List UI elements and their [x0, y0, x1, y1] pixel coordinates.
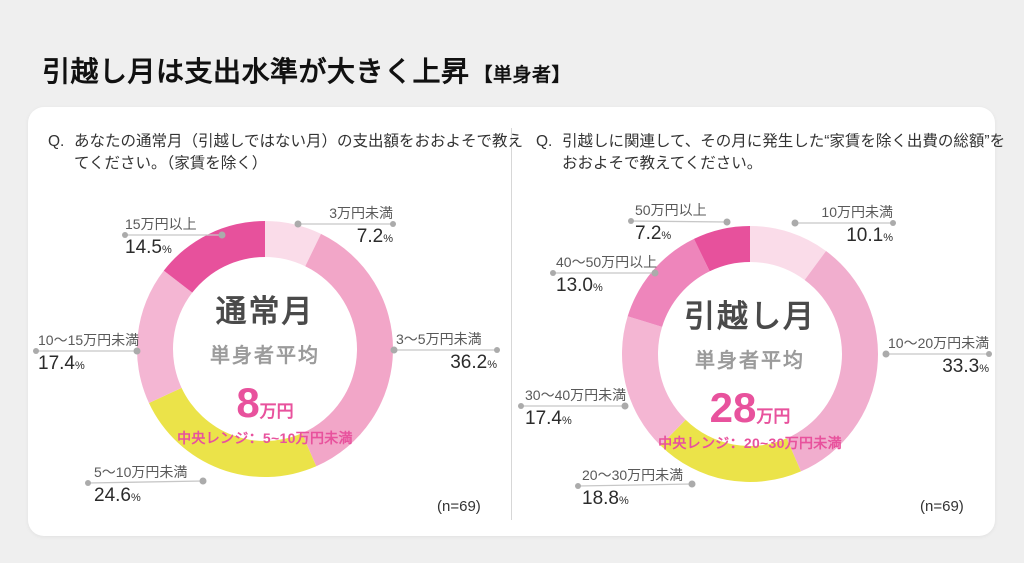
average-value: 8	[236, 379, 260, 426]
page-title: 引越し月は支出水準が大きく上昇 【単身者】	[42, 50, 571, 90]
sample-size-normal-month: (n=69)	[437, 498, 481, 515]
question-prefix: Q.	[536, 133, 553, 150]
question-text: 引越しに関連して、その月に発生した“家賃を除く出費の総額”をおおよそで教えてくだ…	[562, 133, 1006, 172]
slice-label: 3〜5万円未満	[396, 331, 482, 347]
donut-segment	[621, 316, 686, 446]
center-average: 8万円	[145, 382, 385, 424]
question-text: あなたの通常月（引越しではない月）の支出額をおおよそで教えてください。（家賃を除…	[74, 133, 524, 172]
average-unit: 万円	[756, 407, 791, 426]
slice-percent: 17.4%	[38, 353, 85, 374]
panel-divider	[511, 128, 512, 520]
slice-percent: 24.6%	[94, 485, 141, 506]
center-title: 通常月	[215, 294, 315, 329]
donut-segment	[148, 387, 317, 477]
chart-label: 10〜20万円未満 33.3%	[888, 335, 989, 380]
center-title: 引越し月	[684, 299, 816, 334]
center-range: 中央レンジ：20~30万円未満	[658, 435, 842, 451]
donut-segment	[786, 251, 878, 472]
chart-label: 5〜10万円未満 24.6%	[94, 464, 209, 509]
chart-label: 10万円未満 10.1%	[795, 204, 893, 249]
slice-percent: 13.0%	[556, 275, 603, 296]
sample-size-moving-month: (n=69)	[920, 498, 964, 515]
slice-percent: 33.3%	[942, 356, 989, 377]
chart-label: 3〜5万円未満 36.2%	[396, 331, 497, 376]
slice-percent: 7.2%	[356, 226, 393, 247]
slice-percent: 7.2%	[635, 223, 672, 244]
slice-label: 30〜40万円未満	[525, 387, 627, 403]
slice-label: 40〜50万円以上	[556, 254, 658, 270]
center-subtitle: 単身者平均	[210, 345, 320, 367]
slice-percent: 36.2%	[450, 352, 497, 373]
donut-segment	[750, 226, 827, 280]
donut-center-normal-month: 通常月 単身者平均 8万円 中央レンジ：5~10万円未満	[145, 286, 385, 448]
slice-label: 10万円未満	[821, 204, 893, 220]
donut-chart-moving-month	[621, 226, 878, 482]
slice-percent: 14.5%	[125, 237, 172, 258]
page-title-main: 引越し月は支出水準が大きく上昇	[42, 56, 470, 87]
center-subtitle: 単身者平均	[695, 350, 805, 372]
chart-label: 40〜50万円以上 13.0%	[556, 254, 659, 299]
chart-label: 15万円以上 14.5%	[125, 216, 225, 261]
slice-label: 20〜30万円未満	[582, 467, 684, 483]
donut-center-moving-month: 引越し月 単身者平均 28万円 中央レンジ：20~30万円未満	[630, 291, 870, 453]
donut-segment	[265, 221, 321, 267]
slice-percent: 10.1%	[846, 225, 893, 246]
question-moving-month: Q. 引越しに関連して、その月に発生した“家賃を除く出費の総額”をおおよそで教え…	[536, 131, 1018, 175]
slice-label: 5〜10万円未満	[94, 464, 188, 480]
chart-label: 20〜30万円未満 18.8%	[582, 467, 698, 512]
slice-label: 15万円以上	[125, 216, 197, 232]
average-value: 28	[709, 384, 757, 431]
page-title-suffix: 【単身者】	[473, 65, 572, 86]
donut-chart-normal-month	[137, 221, 393, 477]
chart-label: 50万円以上 7.2%	[635, 202, 732, 247]
donut-segment	[693, 226, 750, 272]
donut-segment	[137, 270, 193, 403]
donut-segment	[660, 419, 801, 482]
donut-segment	[163, 221, 265, 293]
slice-label: 10〜15万円未満	[38, 332, 140, 348]
slice-label: 3万円未満	[329, 205, 393, 221]
average-unit: 万円	[259, 402, 294, 421]
donut-segment	[301, 233, 393, 467]
slice-percent: 17.4%	[525, 408, 572, 429]
chart-label: 10〜15万円未満 17.4%	[38, 332, 139, 377]
slice-label: 50万円以上	[635, 202, 707, 218]
question-prefix: Q.	[48, 133, 65, 150]
question-normal-month: Q. あなたの通常月（引越しではない月）の支出額をおおよそで教えてください。（家…	[48, 131, 530, 175]
chart-label: 3万円未満 7.2%	[298, 205, 393, 250]
donut-segment	[627, 238, 710, 327]
center-range: 中央レンジ：5~10万円未満	[177, 430, 353, 446]
chart-label: 30〜40万円未満 17.4%	[525, 387, 629, 432]
center-average: 28万円	[630, 387, 870, 429]
slice-label: 10〜20万円未満	[888, 335, 990, 351]
slice-percent: 18.8%	[582, 488, 629, 509]
